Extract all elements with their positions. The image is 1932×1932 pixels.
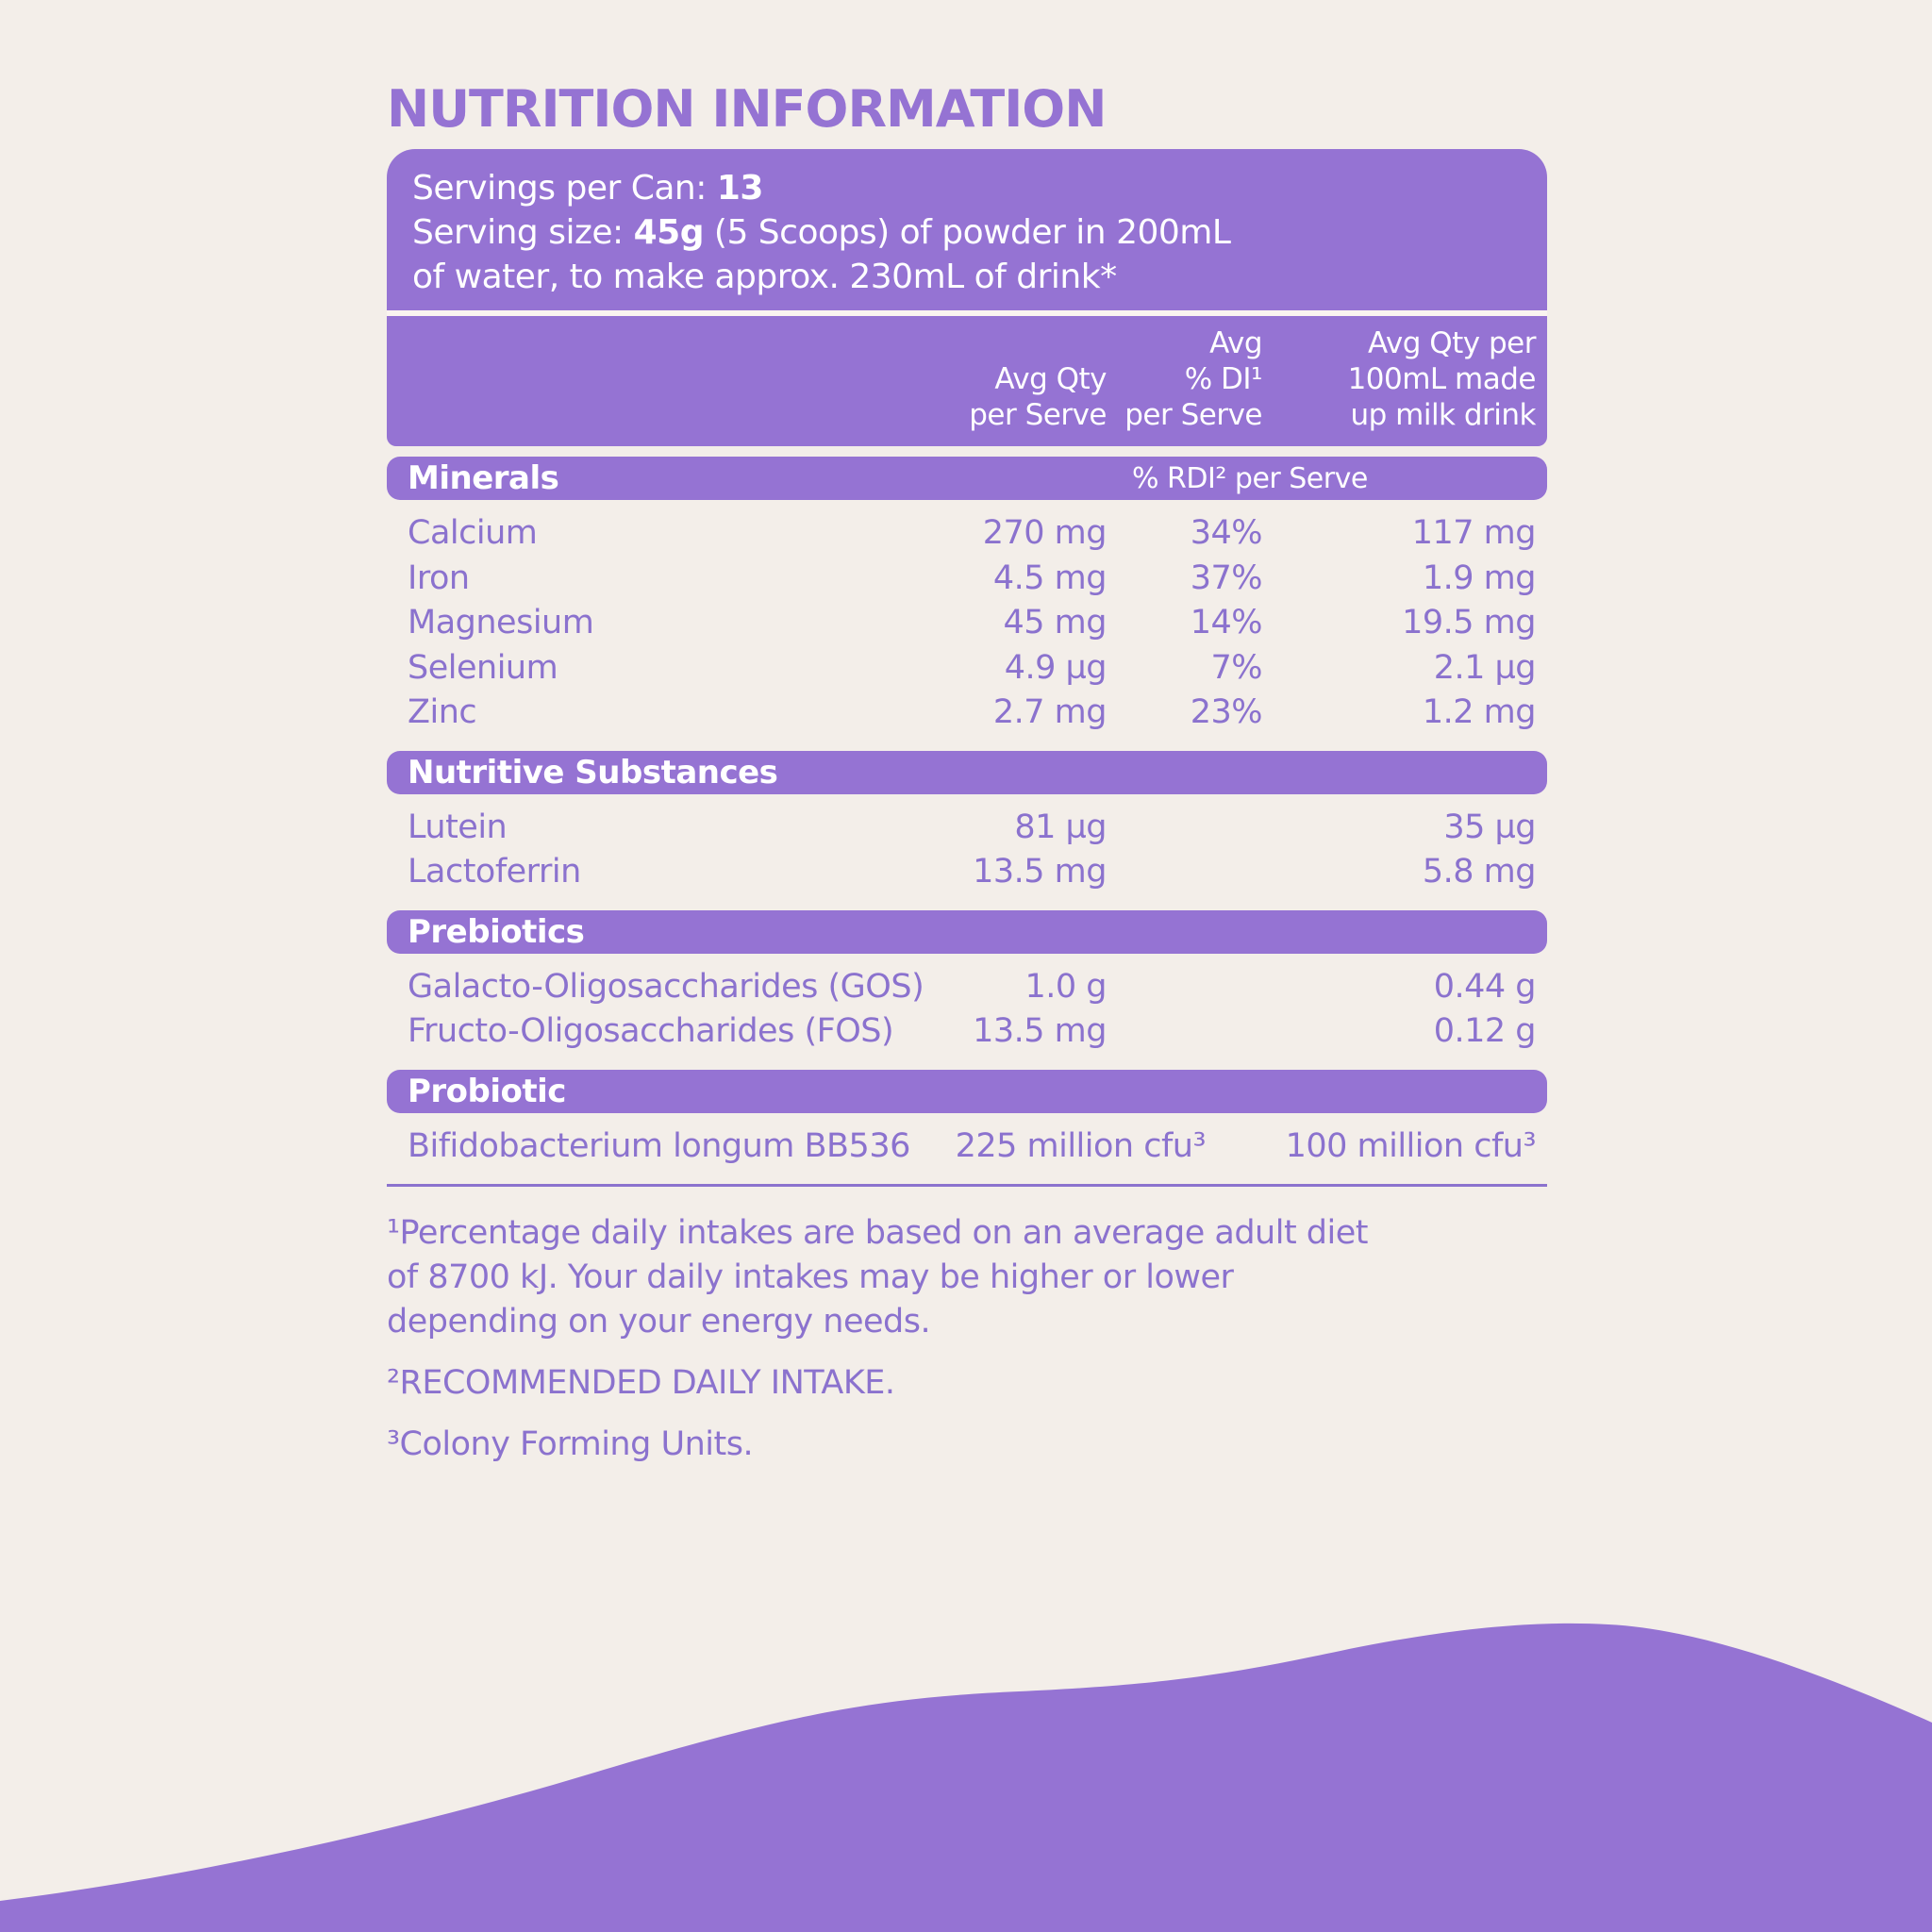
divider-rule xyxy=(387,310,1547,316)
column-headers: Avg Qty per Serve Avg % DI¹ per Serve Av… xyxy=(387,316,1547,446)
column-header-per-100ml: Avg Qty per 100mL made up milk drink xyxy=(1262,325,1537,433)
table-row: Fructo-Oligosaccharides (FOS) 13.5 mg 0.… xyxy=(387,1009,1547,1055)
section-bar-probiotic: Probiotic xyxy=(387,1069,1547,1113)
nutritive-substances-rows: Lutein 81 µg 35 µg Lactoferrin 13.5 mg 5… xyxy=(387,806,1547,895)
column-header-line: up milk drink xyxy=(1350,398,1536,432)
serving-size-line: Serving size: 45g (5 Scoops) of powder i… xyxy=(412,210,1524,255)
column-header-line: per Serve xyxy=(969,398,1107,432)
serving-size-suffix: (5 Scoops) of powder in 200mL xyxy=(703,213,1231,252)
qty-per-100ml: 1.9 mg xyxy=(1422,558,1537,597)
nutrient-name: Zinc xyxy=(408,693,477,731)
qty-per-serve: 81 µg xyxy=(1014,808,1107,846)
section-title: Minerals xyxy=(408,459,559,497)
table-row: Selenium 4.9 µg 7% 2.1 µg xyxy=(387,646,1547,691)
section-title: Nutritive Substances xyxy=(408,753,778,791)
column-header-line: Avg xyxy=(1209,326,1262,360)
column-header-line: Avg Qty per xyxy=(1367,326,1537,360)
column-header-line: % DI¹ xyxy=(1184,362,1263,396)
column-header-line: 100mL made xyxy=(1347,362,1537,396)
di-per-serve: 14% xyxy=(1190,604,1263,641)
table-row: Lactoferrin 13.5 mg 5.8 mg xyxy=(387,850,1547,895)
qty-per-100ml: 2.1 µg xyxy=(1433,648,1537,687)
column-header-di-per-serve: Avg % DI¹ per Serve xyxy=(1107,325,1262,433)
footnote-cfu: ³Colony Forming Units. xyxy=(387,1425,754,1463)
di-per-serve xyxy=(1107,850,1262,895)
di-per-serve xyxy=(1107,1009,1262,1055)
section-title: Probiotic xyxy=(408,1072,566,1110)
nutrient-name: Lutein xyxy=(408,808,508,846)
table-row: Galacto-Oligosaccharides (GOS) 1.0 g 0.4… xyxy=(387,965,1547,1010)
qty-per-100ml: 117 mg xyxy=(1411,514,1537,552)
nutrient-name: Lactoferrin xyxy=(408,853,581,891)
qty-per-100ml: 0.44 g xyxy=(1433,967,1537,1006)
column-header-line: per Serve xyxy=(1124,398,1262,432)
qty-per-serve: 1.0 g xyxy=(1024,967,1107,1006)
qty-per-serve: 2.7 mg xyxy=(992,693,1108,731)
bottom-wave-decoration xyxy=(0,1623,1932,1932)
serving-size-line2: of water, to make approx. 230mL of drink… xyxy=(412,258,1117,296)
footnote-line: of 8700 kJ. Your daily intakes may be hi… xyxy=(387,1258,1234,1296)
column-header-line: Avg Qty xyxy=(994,362,1107,396)
table-row: Bifidobacterium longum BB536 225 million… xyxy=(387,1124,1547,1170)
di-per-serve: 23% xyxy=(1190,693,1263,731)
qty-per-100ml: 0.12 g xyxy=(1433,1012,1537,1050)
servings-per-can-label: Servings per Can: xyxy=(412,169,717,208)
qty-per-serve: 4.5 mg xyxy=(992,558,1108,597)
nutrient-name: Iron xyxy=(408,558,470,597)
footnotes: ¹Percentage daily intakes are based on a… xyxy=(387,1211,1547,1467)
section-note-rdi: % RDI² per Serve xyxy=(1132,461,1368,495)
serving-info: Servings per Can: 13 Serving size: 45g (… xyxy=(387,149,1547,310)
page-title: NUTRITION INFORMATION xyxy=(387,79,1107,139)
di-per-serve: 37% xyxy=(1190,558,1263,597)
footnote-line: depending on your energy needs. xyxy=(387,1303,931,1341)
table-row: Calcium 270 mg 34% 117 mg xyxy=(387,511,1547,557)
qty-per-serve: 270 mg xyxy=(982,514,1108,552)
section-bar-nutritive-substances: Nutritive Substances xyxy=(387,750,1547,794)
servings-per-can-value: 13 xyxy=(716,169,764,208)
minerals-rows: Calcium 270 mg 34% 117 mg Iron 4.5 mg 37… xyxy=(387,511,1547,736)
serving-header-box: Servings per Can: 13 Serving size: 45g (… xyxy=(387,149,1547,446)
qty-per-100ml: 19.5 mg xyxy=(1402,604,1536,641)
qty-per-100ml: 5.8 mg xyxy=(1422,853,1537,891)
qty-per-serve: 4.9 µg xyxy=(1004,648,1108,687)
qty-per-serve: 225 million cfu³ xyxy=(955,1126,1207,1165)
section-bar-prebiotics: Prebiotics xyxy=(387,909,1547,954)
serving-size-value: 45g xyxy=(633,213,705,252)
nutrient-name: Selenium xyxy=(408,648,558,687)
section-title: Prebiotics xyxy=(408,912,585,951)
di-per-serve xyxy=(1107,965,1262,1010)
table-row: Zinc 2.7 mg 23% 1.2 mg xyxy=(387,691,1547,736)
nutrient-name: Calcium xyxy=(408,514,538,552)
table-row: Magnesium 45 mg 14% 19.5 mg xyxy=(387,601,1547,646)
servings-per-can-line: Servings per Can: 13 xyxy=(412,166,1524,210)
nutrient-name: Bifidobacterium longum BB536 xyxy=(408,1126,910,1165)
column-header-qty-per-serve: Avg Qty per Serve xyxy=(932,361,1107,433)
nutrient-name: Fructo-Oligosaccharides (FOS) xyxy=(408,1012,894,1050)
nutrition-panel: NUTRITION INFORMATION Servings per Can: … xyxy=(387,83,1547,1484)
di-per-serve xyxy=(1107,806,1262,851)
table-row: Lutein 81 µg 35 µg xyxy=(387,806,1547,851)
qty-per-100ml: 100 million cfu³ xyxy=(1285,1126,1537,1165)
footnote-rdi: ²RECOMMENDED DAILY INTAKE. xyxy=(387,1364,895,1402)
table-bottom-divider xyxy=(387,1184,1547,1187)
di-per-serve: 34% xyxy=(1190,514,1263,552)
qty-per-100ml: 1.2 mg xyxy=(1422,693,1537,731)
nutrient-name: Galacto-Oligosaccharides (GOS) xyxy=(408,967,924,1006)
qty-per-serve: 45 mg xyxy=(1003,604,1108,641)
qty-per-serve: 13.5 mg xyxy=(973,1012,1107,1050)
serving-size-label: Serving size: xyxy=(412,213,634,252)
di-per-serve: 7% xyxy=(1210,648,1262,687)
qty-per-100ml: 35 µg xyxy=(1443,808,1536,846)
table-row: Iron 4.5 mg 37% 1.9 mg xyxy=(387,557,1547,602)
section-bar-minerals: Minerals % RDI² per Serve xyxy=(387,457,1547,500)
nutrient-name: Magnesium xyxy=(408,604,594,641)
footnote-daily-intake: ¹Percentage daily intakes are based on a… xyxy=(387,1211,1547,1344)
probiotic-rows: Bifidobacterium longum BB536 225 million… xyxy=(387,1124,1547,1187)
footnote-line: ¹Percentage daily intakes are based on a… xyxy=(387,1214,1369,1252)
prebiotics-rows: Galacto-Oligosaccharides (GOS) 1.0 g 0.4… xyxy=(387,965,1547,1055)
qty-per-serve: 13.5 mg xyxy=(973,853,1107,891)
